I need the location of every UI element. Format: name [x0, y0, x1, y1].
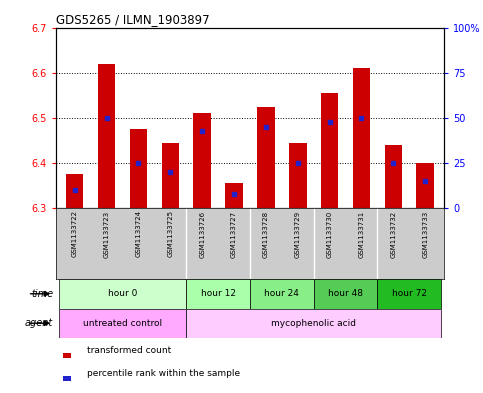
- Bar: [377, 279, 441, 309]
- Text: GSM1133730: GSM1133730: [327, 210, 333, 258]
- Text: GSM1133727: GSM1133727: [231, 210, 237, 257]
- Text: GSM1133733: GSM1133733: [422, 210, 428, 258]
- Bar: [225, 184, 243, 208]
- Text: GSM1133731: GSM1133731: [358, 210, 365, 258]
- Bar: [289, 143, 307, 208]
- Bar: [129, 129, 147, 208]
- Bar: [63, 353, 71, 358]
- Text: GSM1133723: GSM1133723: [103, 210, 110, 257]
- Text: mycophenolic acid: mycophenolic acid: [271, 319, 356, 328]
- Text: hour 48: hour 48: [328, 289, 363, 298]
- Bar: [353, 68, 370, 208]
- Text: hour 24: hour 24: [264, 289, 299, 298]
- Text: time: time: [31, 289, 53, 299]
- Text: agent: agent: [25, 318, 53, 328]
- Text: GSM1133725: GSM1133725: [167, 210, 173, 257]
- Text: transformed count: transformed count: [86, 346, 171, 355]
- Bar: [98, 64, 115, 208]
- Text: hour 0: hour 0: [108, 289, 137, 298]
- Text: GSM1133722: GSM1133722: [71, 210, 78, 257]
- Bar: [59, 309, 186, 338]
- Text: GDS5265 / ILMN_1903897: GDS5265 / ILMN_1903897: [56, 13, 209, 26]
- Bar: [384, 145, 402, 208]
- Bar: [161, 143, 179, 208]
- Bar: [193, 114, 211, 208]
- Bar: [257, 107, 275, 208]
- Text: untreated control: untreated control: [83, 319, 162, 328]
- Text: GSM1133732: GSM1133732: [390, 210, 397, 257]
- Bar: [186, 279, 250, 309]
- Text: hour 12: hour 12: [200, 289, 236, 298]
- Bar: [66, 174, 84, 208]
- Text: GSM1133726: GSM1133726: [199, 210, 205, 257]
- Text: GSM1133728: GSM1133728: [263, 210, 269, 257]
- Text: hour 72: hour 72: [392, 289, 427, 298]
- Bar: [313, 279, 377, 309]
- Text: GSM1133729: GSM1133729: [295, 210, 301, 257]
- Bar: [250, 279, 313, 309]
- Bar: [416, 163, 434, 208]
- Text: percentile rank within the sample: percentile rank within the sample: [86, 369, 240, 378]
- Bar: [321, 93, 339, 208]
- Bar: [63, 376, 71, 381]
- Text: GSM1133724: GSM1133724: [135, 210, 142, 257]
- Bar: [186, 309, 441, 338]
- Bar: [59, 279, 186, 309]
